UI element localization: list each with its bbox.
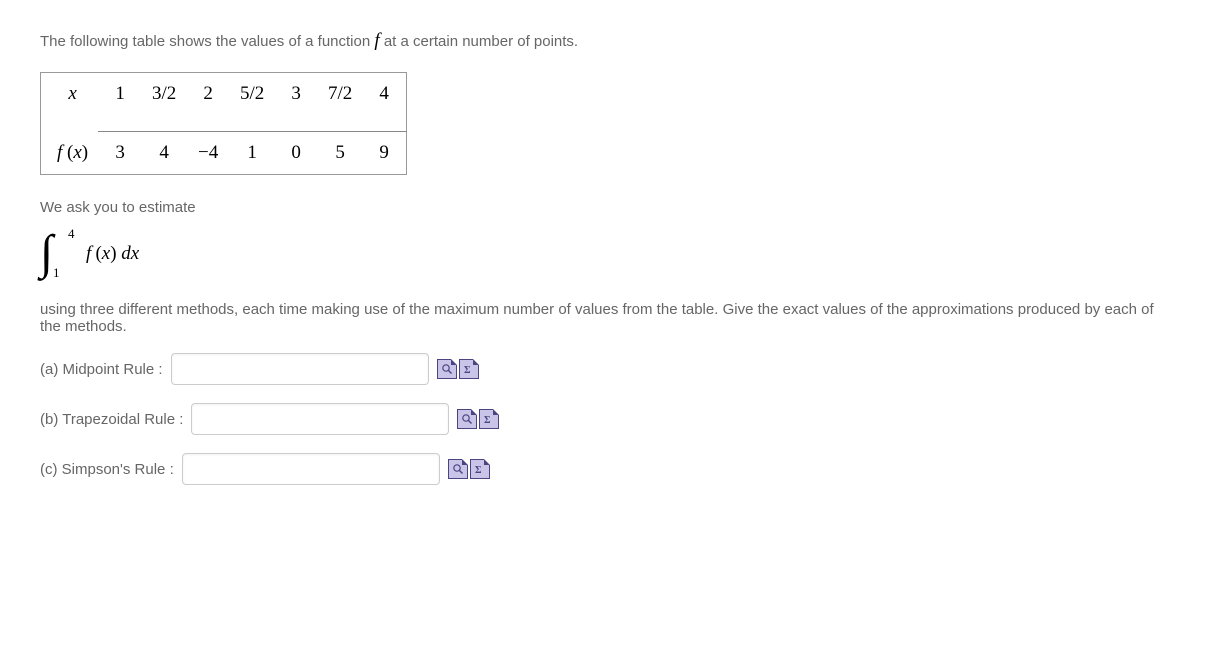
midpoint-label: (a) Midpoint Rule : <box>40 361 163 378</box>
answer-row-trapezoidal: (b) Trapezoidal Rule : Σ <box>40 403 1173 435</box>
intro-function-symbol: f <box>374 30 379 51</box>
fx-label: f (x) <box>41 132 99 175</box>
fx-label-paren: ( <box>62 142 73 163</box>
integral-symbol: ∫ <box>40 225 53 280</box>
preview-icon[interactable] <box>437 359 457 379</box>
simpson-input[interactable] <box>182 453 440 485</box>
x-val: 3 <box>274 73 318 132</box>
x-label: x <box>41 73 99 132</box>
trapezoidal-label: (b) Trapezoidal Rule : <box>40 411 183 428</box>
answer-icons: Σ <box>457 409 499 429</box>
question-intro: The following table shows the values of … <box>40 30 1173 52</box>
x-val: 2 <box>186 73 230 132</box>
table-row: f (x) 3 4 −4 1 0 5 9 <box>41 132 407 175</box>
x-val: 7/2 <box>318 73 362 132</box>
x-val: 4 <box>362 73 407 132</box>
fx-label-close: ) <box>82 142 88 163</box>
answer-row-midpoint: (a) Midpoint Rule : Σ <box>40 353 1173 385</box>
simpson-label: (c) Simpson's Rule : <box>40 461 174 478</box>
fx-val: 3 <box>98 132 142 175</box>
fx-label-x: x <box>73 142 81 163</box>
intro-text-prefix: The following table shows the values of … <box>40 33 374 50</box>
answer-row-simpson: (c) Simpson's Rule : Σ <box>40 453 1173 485</box>
integrand-f: f <box>86 243 91 264</box>
integrand-dx-x: x <box>131 243 139 264</box>
table-row: x 1 3/2 2 5/2 3 7/2 4 <box>41 73 407 132</box>
after-table-text: We ask you to estimate <box>40 199 1173 216</box>
preview-icon[interactable] <box>448 459 468 479</box>
trapezoidal-input[interactable] <box>191 403 449 435</box>
svg-text:Σ: Σ <box>475 465 482 475</box>
integral-expression: ∫ 4 1 f (x) dx <box>40 231 1173 283</box>
equation-editor-icon[interactable]: Σ <box>470 459 490 479</box>
intro-text-suffix: at a certain number of points. <box>384 33 578 50</box>
methods-note: using three different methods, each time… <box>40 301 1173 335</box>
preview-icon[interactable] <box>457 409 477 429</box>
fx-val: −4 <box>186 132 230 175</box>
midpoint-input[interactable] <box>171 353 429 385</box>
fx-val: 5 <box>318 132 362 175</box>
x-val: 3/2 <box>142 73 186 132</box>
values-table: x 1 3/2 2 5/2 3 7/2 4 f (x) 3 4 −4 1 0 5… <box>40 72 407 175</box>
fx-val: 1 <box>230 132 274 175</box>
svg-text:Σ: Σ <box>484 415 491 425</box>
equation-editor-icon[interactable]: Σ <box>459 359 479 379</box>
x-val: 5/2 <box>230 73 274 132</box>
integrand-paren-close: ) <box>110 243 121 264</box>
integrand-d: d <box>121 243 131 264</box>
integrand: f (x) dx <box>86 243 139 265</box>
x-val: 1 <box>98 73 142 132</box>
fx-val: 0 <box>274 132 318 175</box>
answer-icons: Σ <box>448 459 490 479</box>
integrand-x: x <box>102 243 110 264</box>
fx-val: 4 <box>142 132 186 175</box>
answer-icons: Σ <box>437 359 479 379</box>
fx-val: 9 <box>362 132 407 175</box>
svg-text:Σ: Σ <box>464 365 471 375</box>
integral-upper-limit: 4 <box>68 226 75 242</box>
equation-editor-icon[interactable]: Σ <box>479 409 499 429</box>
integral-lower-limit: 1 <box>53 265 60 281</box>
